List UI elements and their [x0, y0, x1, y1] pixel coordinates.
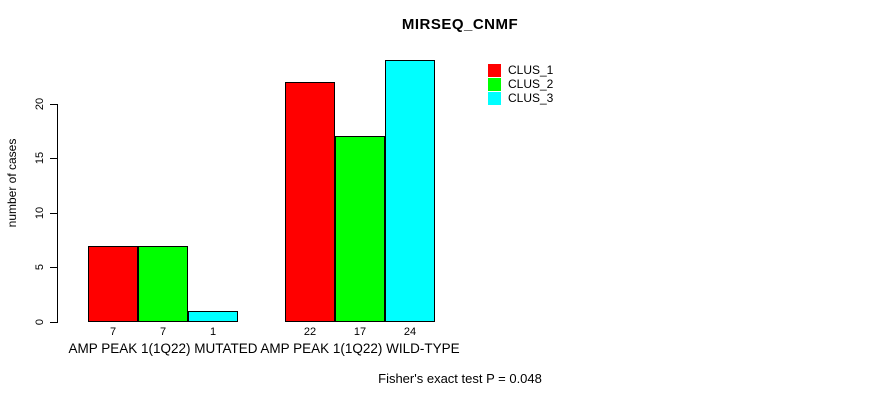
- legend-row-clus_2: CLUS_2: [488, 77, 553, 91]
- bar-clus_3-group2: [385, 60, 435, 322]
- y-tick-label: 0: [34, 318, 46, 326]
- bar-value-label: 7: [159, 326, 167, 338]
- chart-title: MIRSEQ_CNMF: [401, 16, 519, 33]
- y-tick: [50, 213, 58, 214]
- legend-label: CLUS_1: [508, 63, 554, 77]
- y-tick-label: 15: [34, 151, 46, 165]
- y-tick-label: 10: [34, 206, 46, 220]
- bar-clus_2-group1: [138, 246, 188, 322]
- bar-value-label: 22: [303, 326, 317, 338]
- bar-value-label: 24: [403, 326, 417, 338]
- legend-label: CLUS_2: [508, 77, 554, 91]
- y-tick: [50, 158, 58, 159]
- y-tick-label: 5: [34, 263, 46, 271]
- p-value-annotation: Fisher's exact test P = 0.048: [378, 371, 542, 386]
- legend-swatch-icon: [488, 63, 501, 77]
- legend: CLUS_1 CLUS_2 CLUS_3: [488, 63, 553, 105]
- legend-swatch-icon: [488, 77, 501, 91]
- y-tick: [50, 104, 58, 105]
- bar-value-label: 1: [209, 326, 217, 338]
- x-group-label: AMP PEAK 1(1Q22) MUTATED: [68, 341, 258, 356]
- y-tick-label: 20: [34, 97, 46, 111]
- bar-clus_3-group1: [188, 311, 238, 322]
- legend-label: CLUS_3: [508, 91, 554, 105]
- y-tick: [50, 267, 58, 268]
- bar-clus_2-group2: [335, 136, 385, 322]
- legend-swatch-icon: [488, 91, 501, 105]
- legend-row-clus_1: CLUS_1: [488, 63, 553, 77]
- y-tick: [50, 322, 58, 323]
- y-axis-label: number of cases: [5, 138, 19, 228]
- bar-clus_1-group2: [285, 82, 335, 322]
- bar-value-label: 7: [109, 326, 117, 338]
- bar-value-label: 17: [353, 326, 367, 338]
- bar-clus_1-group1: [88, 246, 138, 322]
- x-group-label: AMP PEAK 1(1Q22) WILD-TYPE: [260, 341, 460, 356]
- legend-row-clus_3: CLUS_3: [488, 91, 553, 105]
